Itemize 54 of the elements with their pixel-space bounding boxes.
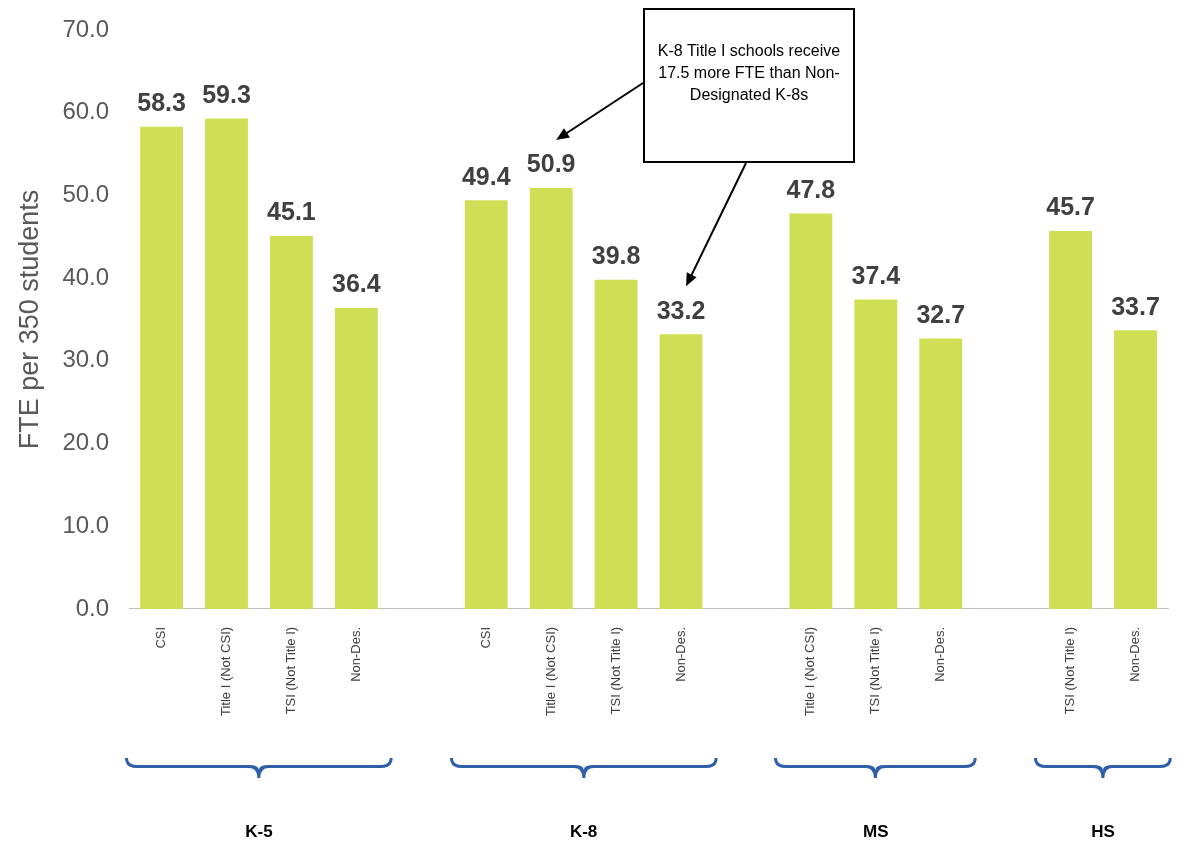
y-axis-title: FTE per 350 students [13,189,44,450]
bar [140,126,183,609]
x-tick-label: TSI (Not Title I) [283,626,299,715]
data-label: 37.4 [851,261,901,289]
data-label: 58.3 [137,88,186,117]
text: HS [1091,821,1115,841]
bar [919,338,963,609]
data-label: 49.4 [461,161,511,190]
x-tick-label: TSI (Not Title I) [1062,626,1078,715]
y-tick-label: 0.0 [75,593,110,621]
y-tick-label: 20.0 [62,428,110,456]
bar [659,334,703,609]
bar [270,235,313,609]
bar [529,187,573,609]
data-label: 36.4 [332,269,381,298]
x-tick-label: Non-Des. [672,626,688,682]
x-tick-label: TSI (Not Title I) [607,626,623,715]
x-tick-label: CSI [477,626,493,649]
x-tick-label: Non-Des. [347,626,363,682]
bar [334,307,378,609]
annotation: K-8 Title I schools receive 17.5 more FTE than Non-Designated K-8s [657,42,841,103]
bar [854,299,898,609]
x-tick-label: Non-Des. [932,626,948,682]
text: K-8 [569,821,598,841]
data-label: 33.7 [1111,291,1160,320]
y-tick-label: 10.0 [62,510,110,538]
y-tick-label: 60.0 [62,97,110,125]
text: MS [863,821,889,841]
data-label: 45.1 [267,197,316,226]
y-tick-label: 30.0 [62,345,110,373]
x-tick-label: Title I (Not CSI) [542,626,558,717]
x-tick-label: Title I (Not CSI) [802,626,818,717]
x-tick-label: CSI [153,626,169,649]
y-tick-label: 40.0 [62,262,110,290]
callout-box: K-8 Title I schools receive 17.5 more FTE than Non-Designated K-8s [643,8,855,163]
bar [1114,330,1157,609]
data-label: 32.7 [916,299,966,328]
data-label: 59.3 [202,79,251,108]
data-label: 39.8 [591,241,641,270]
y-tick-label: 70.0 [62,14,110,42]
bar [789,213,833,609]
bar [464,200,508,609]
bar [594,279,638,609]
bar [1049,230,1093,609]
data-label: 50.9 [526,149,576,178]
data-label: 47.8 [786,174,836,203]
data-label: 33.2 [656,295,706,324]
text: K-5 [245,821,273,841]
x-tick-label: TSI (Not Title I) [867,626,883,715]
data-label: 45.7 [1046,192,1095,221]
x-tick-label: Non-Des. [1127,626,1143,682]
bar [205,118,248,609]
x-tick-label: Title I (Not CSI) [218,626,234,717]
y-tick-label: 50.0 [62,180,110,208]
